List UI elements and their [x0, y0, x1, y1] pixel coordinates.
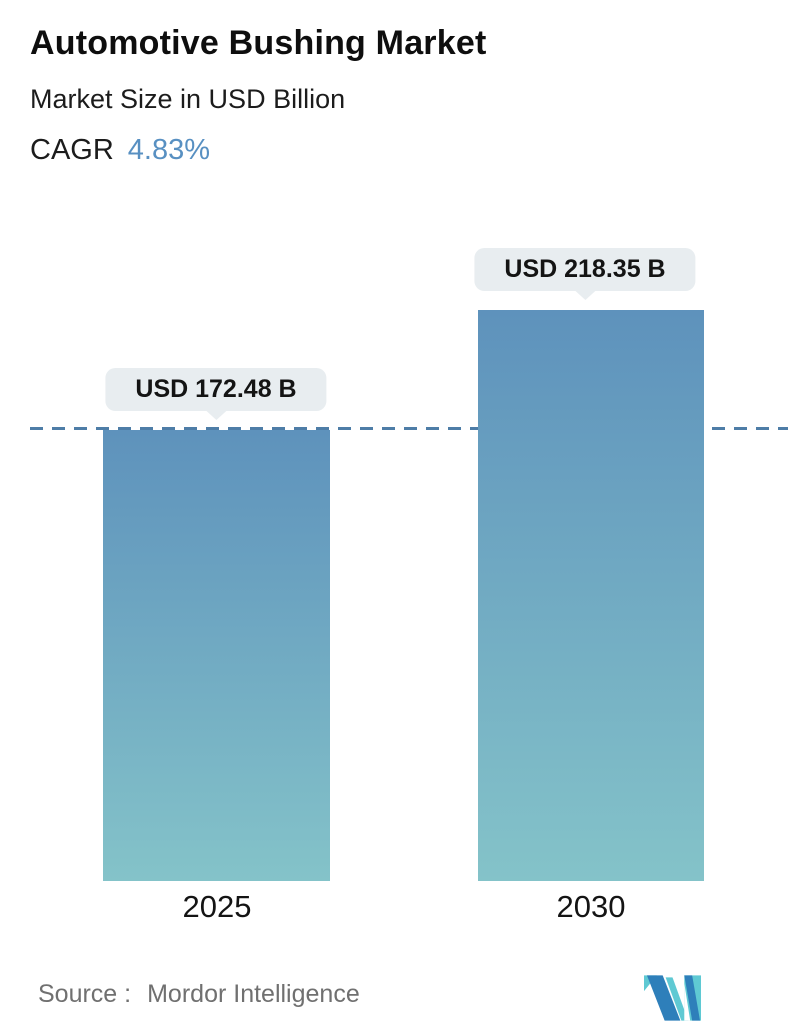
source-attribution: Source : Mordor Intelligence — [38, 980, 360, 1009]
tooltip-pointer — [573, 290, 596, 300]
value-tooltip-2025: USD 172.48 B — [105, 368, 327, 420]
cagr-label: CAGR — [30, 134, 114, 166]
value-tooltip-2030-label: USD 218.35 B — [504, 255, 666, 283]
bar-2030 — [478, 310, 704, 881]
bar-2025 — [103, 430, 330, 881]
tooltip-pointer — [204, 410, 227, 420]
source-value: Mordor Intelligence — [147, 980, 360, 1008]
value-tooltip-2030: USD 218.35 B — [474, 248, 696, 300]
cagr-value: 4.83% — [127, 134, 211, 166]
cagr-row: CAGR 4.83% — [30, 134, 210, 167]
reference-dashed-line — [30, 427, 788, 430]
chart-subtitle: Market Size in USD Billion — [30, 84, 346, 114]
x-axis-label-2025: 2025 — [182, 889, 252, 924]
mordor-intelligence-logo — [644, 975, 701, 1021]
source-label: Source : — [38, 980, 132, 1008]
x-axis-label-2030: 2030 — [556, 889, 626, 924]
chart-title: Automotive Bushing Market — [30, 24, 487, 62]
value-tooltip-2025-label: USD 172.48 B — [135, 375, 297, 403]
